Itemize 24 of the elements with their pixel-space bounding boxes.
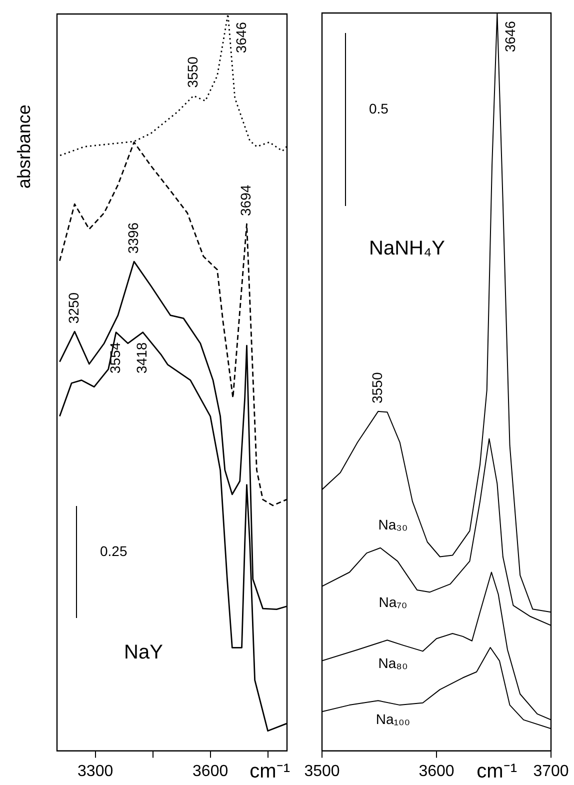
annotation: NaNH₄Y	[369, 238, 445, 260]
annotation: 3694	[238, 184, 254, 216]
annotation: 0.5	[369, 100, 389, 116]
x-tick-label: 3300	[78, 762, 114, 780]
annotation: 3646	[232, 22, 249, 54]
annotation: 3646	[502, 20, 518, 52]
series-label: Na₁₀₀	[376, 710, 410, 727]
y-axis-title: absrbance	[14, 104, 34, 189]
annotation: 3418	[134, 342, 150, 374]
annotation: NaY	[124, 642, 163, 664]
x-tick-label: 3600	[192, 762, 228, 780]
x-tick-label: 3600	[418, 762, 454, 780]
annotation: 3396	[124, 222, 141, 254]
series-label: Na₃₀	[378, 516, 408, 533]
series-label: Na₇₀	[378, 594, 408, 610]
x-tick-label: 3500	[304, 762, 340, 780]
annotation: 3550	[184, 56, 200, 88]
annotation: 0.25	[100, 542, 128, 559]
series-label: Na₈₀	[378, 654, 408, 671]
x-axis-title: cm⁻¹	[250, 760, 290, 783]
x-axis-title: cm⁻¹	[476, 760, 518, 783]
x-tick-label: 3700	[533, 762, 569, 780]
annotation: 3250	[65, 292, 82, 324]
annotation: 3550	[368, 372, 385, 404]
